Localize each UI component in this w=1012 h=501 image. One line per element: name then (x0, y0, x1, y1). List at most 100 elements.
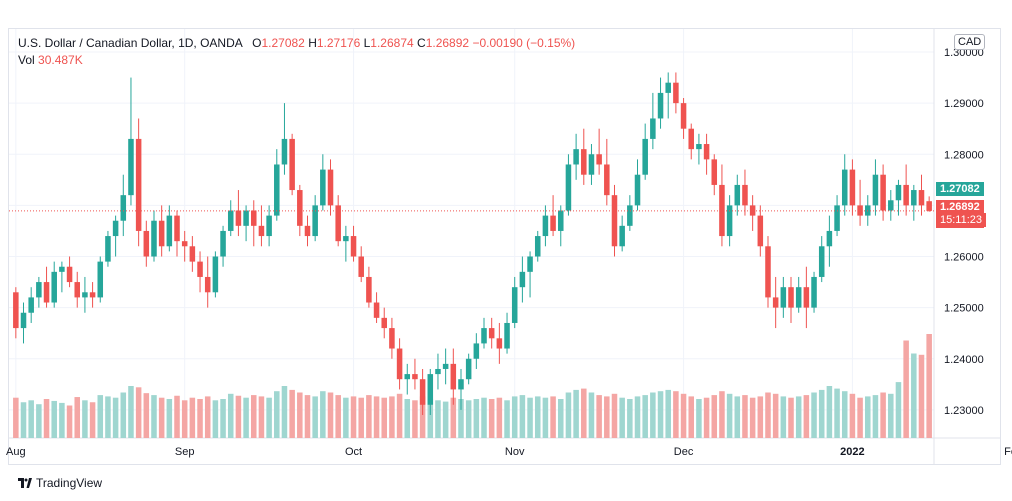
volume-bar (389, 396, 395, 438)
legend-high-label: H (308, 36, 317, 50)
currency-badge[interactable]: CAD (954, 34, 986, 50)
volume-bar (412, 400, 418, 438)
volume-bar (343, 397, 349, 438)
volume-bar (581, 388, 587, 438)
candle-body (220, 230, 226, 257)
candle-body (765, 246, 771, 298)
candle-body (396, 348, 403, 380)
chart-frame (8, 28, 1001, 465)
legend-volume-row: Vol 30.487K (18, 52, 575, 69)
volume-bar (373, 396, 380, 438)
candle-body (258, 225, 265, 237)
volume-bar (181, 400, 188, 438)
volume-bar (243, 397, 249, 438)
candle-body (458, 379, 464, 390)
legend-change: −0.00190 (−0.15%) (472, 36, 576, 50)
volume-bar (511, 396, 518, 438)
candle-body (473, 343, 480, 359)
candle-body (13, 292, 19, 329)
candle-body (120, 195, 127, 221)
candle-body (151, 220, 157, 257)
candle-body (89, 292, 96, 298)
volume-bar (726, 393, 733, 438)
volume-bar (780, 396, 787, 438)
volume-bar (258, 396, 265, 438)
volume-bar (366, 395, 372, 438)
y-tick-label: 1.24000 (944, 354, 984, 366)
volume-bar (358, 397, 364, 438)
volume-bar (419, 396, 426, 438)
footer-brand[interactable]: TradingView (36, 476, 103, 490)
candle-body (772, 297, 779, 308)
volume-bar (197, 399, 203, 438)
volume-bar (504, 400, 510, 438)
candle-body (795, 287, 802, 308)
volume-bar (926, 334, 932, 438)
volume-bar (266, 397, 272, 438)
candle-body (711, 159, 718, 185)
candle-body (227, 210, 234, 231)
volume-bar (151, 395, 157, 438)
volume-bar (174, 395, 180, 438)
candle-body (381, 317, 388, 329)
volume-bar (112, 397, 119, 438)
volume-bar (289, 389, 295, 438)
legend-open-value: 1.27082 (261, 36, 305, 50)
volume-bar (320, 391, 326, 438)
volume-bar (51, 400, 57, 438)
volume-bar (557, 399, 564, 438)
volume-bar (220, 399, 226, 438)
volume-bar (274, 391, 280, 438)
volume-bar (204, 396, 211, 438)
volume-bar (450, 397, 457, 438)
volume-bar (281, 386, 288, 438)
volume-bar (227, 393, 234, 438)
volume-bar (918, 354, 925, 438)
candle-body (304, 225, 311, 237)
candle-body (51, 271, 57, 303)
volume-bar (36, 404, 42, 438)
candle-body (742, 184, 748, 206)
volume-bar (427, 399, 434, 438)
candle-body (811, 276, 817, 308)
candle-body (680, 103, 687, 129)
volume-bar (680, 393, 687, 438)
volume-bar (13, 397, 19, 438)
volume-bar (565, 392, 572, 438)
volume-bar (864, 396, 871, 438)
candle-body (143, 230, 150, 257)
candle-body (527, 256, 533, 272)
volume-bar (749, 397, 756, 438)
legend-ohlc-row: U.S. Dollar / Canadian Dollar, 1D, OANDA… (18, 35, 575, 52)
legend-symbol[interactable]: U.S. Dollar / Canadian Dollar, 1D, OANDA (18, 36, 243, 50)
legend-high-value: 1.27176 (316, 36, 361, 50)
volume-bar (719, 391, 725, 438)
volume-bar (43, 399, 50, 438)
candle-body (581, 149, 587, 175)
candle-body (726, 205, 733, 237)
candle-body (918, 190, 925, 206)
volume-bar (350, 396, 357, 438)
legend-close-value: 1.26892 (425, 36, 470, 50)
volume-bar (435, 400, 441, 438)
volume-bar (703, 397, 710, 438)
candle-body (250, 210, 257, 226)
candle-body (66, 266, 73, 283)
candle-body (312, 205, 318, 237)
volume-bar (550, 396, 556, 438)
legend-low-value: 1.26874 (370, 36, 414, 50)
volume-bar (143, 393, 150, 438)
candle-body (212, 256, 219, 293)
volume-bar (611, 393, 618, 438)
candle-body (158, 220, 165, 247)
volume-bar (711, 395, 718, 438)
candle-body (803, 287, 810, 308)
volume-bar (28, 400, 34, 438)
volume-bar (396, 393, 403, 438)
volume-bar (128, 386, 134, 438)
legend-volume-label[interactable]: Vol (18, 53, 35, 67)
candle-body (373, 302, 380, 318)
volume-bar (834, 388, 840, 438)
volume-bar (888, 393, 894, 438)
